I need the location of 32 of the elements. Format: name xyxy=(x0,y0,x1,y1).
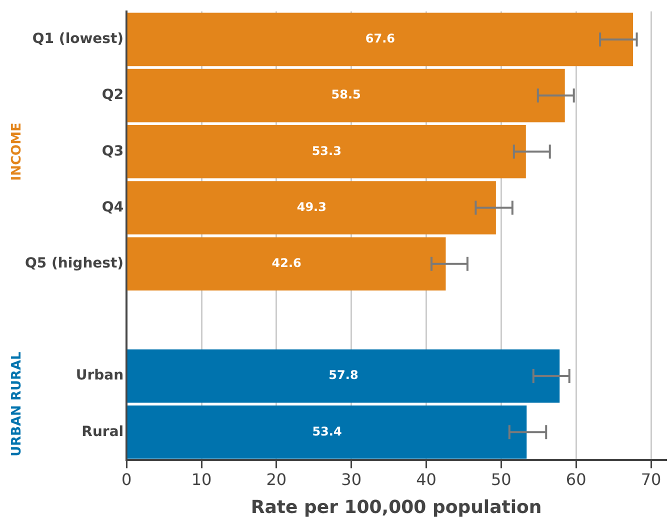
y-tick-label: Rural xyxy=(82,424,124,440)
data-label: 53.4 xyxy=(312,424,342,438)
bar xyxy=(127,181,496,234)
bar xyxy=(127,68,565,122)
x-tick-label: 10 xyxy=(191,470,212,489)
text: URBAN RURAL xyxy=(9,352,24,457)
x-tick-label: 40 xyxy=(416,470,436,489)
x-tick-label: 0 xyxy=(121,470,132,489)
text: INCOME xyxy=(9,122,24,181)
data-label: 49.3 xyxy=(296,200,326,214)
y-tick-label: Urban xyxy=(76,368,124,384)
y-tick-label: Q5 (highest) xyxy=(24,255,124,272)
y-tick-label: Q4 xyxy=(102,199,124,216)
y-tick-label: Q1 (lowest) xyxy=(32,31,124,48)
x-tick-label: 60 xyxy=(566,470,586,489)
x-tick-label: 30 xyxy=(341,470,362,489)
data-label: 67.6 xyxy=(365,32,395,46)
data-label: 42.6 xyxy=(272,256,302,270)
bar xyxy=(127,349,560,403)
data-label: 57.8 xyxy=(328,368,358,382)
bar xyxy=(127,406,527,459)
x-axis-title: Rate per 100,000 population xyxy=(250,496,542,518)
y-tick-label: Q2 xyxy=(102,87,124,104)
bar xyxy=(127,125,526,178)
data-label: 58.5 xyxy=(331,88,361,102)
x-tick-label: 70 xyxy=(640,470,662,489)
x-tick-label: 20 xyxy=(266,470,287,489)
x-tick-label: 50 xyxy=(491,470,512,489)
bar xyxy=(127,12,634,66)
y-tick-label: Q3 xyxy=(102,143,124,160)
data-label: 53.3 xyxy=(312,144,342,158)
bar xyxy=(127,237,446,290)
